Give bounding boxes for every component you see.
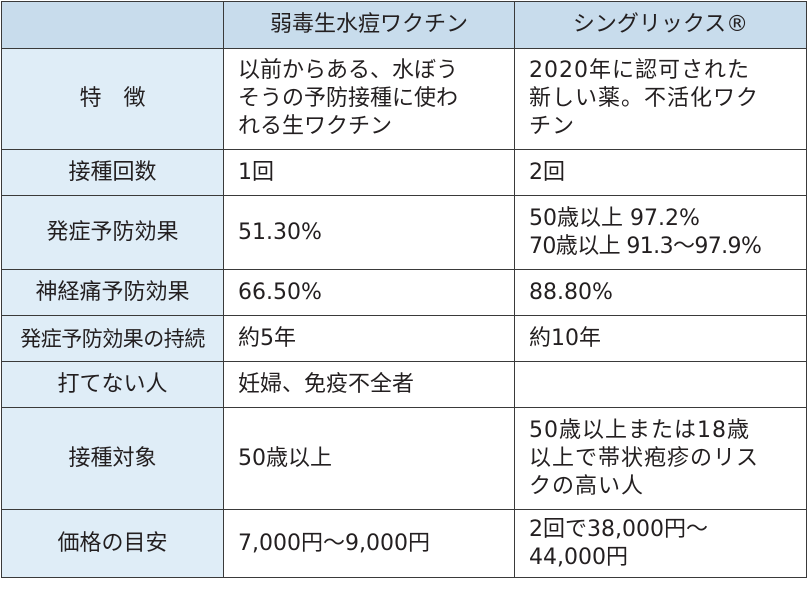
cell-line: 50歳以上または18歳 — [529, 417, 750, 443]
table-row: 発症予防効果の持続 約5年 約10年 — [1, 315, 807, 362]
row-label: 特 徴 — [1, 48, 224, 150]
table-row: 接種回数 1回 2回 — [1, 149, 807, 196]
cell-line: 44,000円 — [529, 544, 628, 570]
cell-line: 約5年 — [238, 325, 296, 351]
cell-line: 70歳以上 91.3〜97.9% — [529, 233, 762, 259]
table-row: 接種対象 50歳以上 50歳以上または18歳 以上で帯状疱疹のリス クの高い人 — [1, 407, 807, 510]
shingrix-cell: 2020年に認可された 新しい薬。不活化ワク チン — [514, 48, 807, 150]
shingrix-cell: 50歳以上 97.2% 70歳以上 91.3〜97.9% — [514, 195, 807, 270]
cell-line: 妊婦、免疫不全者 — [238, 371, 415, 397]
live-vaccine-cell: 66.50% — [223, 269, 515, 316]
row-label: 打てない人 — [1, 361, 224, 408]
cell-line: れる生ワクチン — [238, 114, 393, 139]
cell-line: 約10年 — [529, 325, 601, 351]
cell-line: 51.30% — [238, 219, 322, 245]
cell-line: クの高い人 — [529, 473, 645, 499]
cell-line: 7,000円〜9,000円 — [238, 530, 430, 556]
live-vaccine-cell: 1回 — [223, 149, 515, 196]
shingrix-cell — [514, 361, 807, 408]
header-live-vaccine: 弱毒生水痘ワクチン — [223, 1, 515, 49]
cell-line: 新しい薬。不活化ワク — [529, 86, 760, 111]
row-label: 発症予防効果の持続 — [1, 315, 224, 362]
shingrix-cell: 88.80% — [514, 269, 807, 316]
live-vaccine-cell: 約5年 — [223, 315, 515, 362]
header-shingrix: シングリックス® — [514, 1, 807, 49]
row-label: 接種回数 — [1, 149, 224, 196]
table-row: 神経痛予防効果 66.50% 88.80% — [1, 269, 807, 316]
cell-line: そうの予防接種に使わ — [238, 86, 459, 111]
cell-line: 2020年に認可された — [529, 58, 750, 83]
cell-line: 66.50% — [238, 279, 322, 305]
table-row: 発症予防効果 51.30% 50歳以上 97.2% 70歳以上 91.3〜97.… — [1, 195, 807, 270]
row-label: 価格の目安 — [1, 509, 224, 578]
cell-line: 1回 — [238, 159, 274, 185]
shingrix-cell: 約10年 — [514, 315, 807, 362]
live-vaccine-cell: 7,000円〜9,000円 — [223, 509, 515, 578]
row-label: 発症予防効果 — [1, 195, 224, 270]
cell-line: 2回で38,000円〜 — [529, 516, 708, 542]
cell-line: 2回 — [529, 159, 565, 185]
shingrix-cell: 2回で38,000円〜 44,000円 — [514, 509, 807, 578]
header-row: 弱毒生水痘ワクチン シングリックス® — [1, 1, 807, 49]
live-vaccine-cell: 以前からある、水ぼう そうの予防接種に使わ れる生ワクチン — [223, 48, 515, 150]
cell-line: 50歳以上 97.2% — [529, 205, 700, 231]
live-vaccine-cell: 51.30% — [223, 195, 515, 270]
table-row: 打てない人 妊婦、免疫不全者 — [1, 361, 807, 408]
shingrix-cell: 50歳以上または18歳 以上で帯状疱疹のリス クの高い人 — [514, 407, 807, 510]
table-row: 価格の目安 7,000円〜9,000円 2回で38,000円〜 44,000円 — [1, 509, 807, 578]
live-vaccine-cell: 50歳以上 — [223, 407, 515, 510]
cell-line: 50歳以上 — [238, 445, 332, 471]
vaccine-comparison-table: 弱毒生水痘ワクチン シングリックス® 特 徴 以前からある、水ぼう そうの予防接… — [1, 1, 807, 578]
table-row: 特 徴 以前からある、水ぼう そうの予防接種に使わ れる生ワクチン 2020年に… — [1, 48, 807, 150]
row-label: 接種対象 — [1, 407, 224, 510]
cell-line: 88.80% — [529, 279, 613, 305]
cell-line: 以上で帯状疱疹のリス — [529, 445, 760, 471]
cell-line: 以前からある、水ぼう — [238, 58, 459, 83]
row-label: 神経痛予防効果 — [1, 269, 224, 316]
shingrix-cell: 2回 — [514, 149, 807, 196]
header-corner-cell — [1, 1, 224, 49]
cell-line: チン — [529, 114, 576, 139]
live-vaccine-cell: 妊婦、免疫不全者 — [223, 361, 515, 408]
